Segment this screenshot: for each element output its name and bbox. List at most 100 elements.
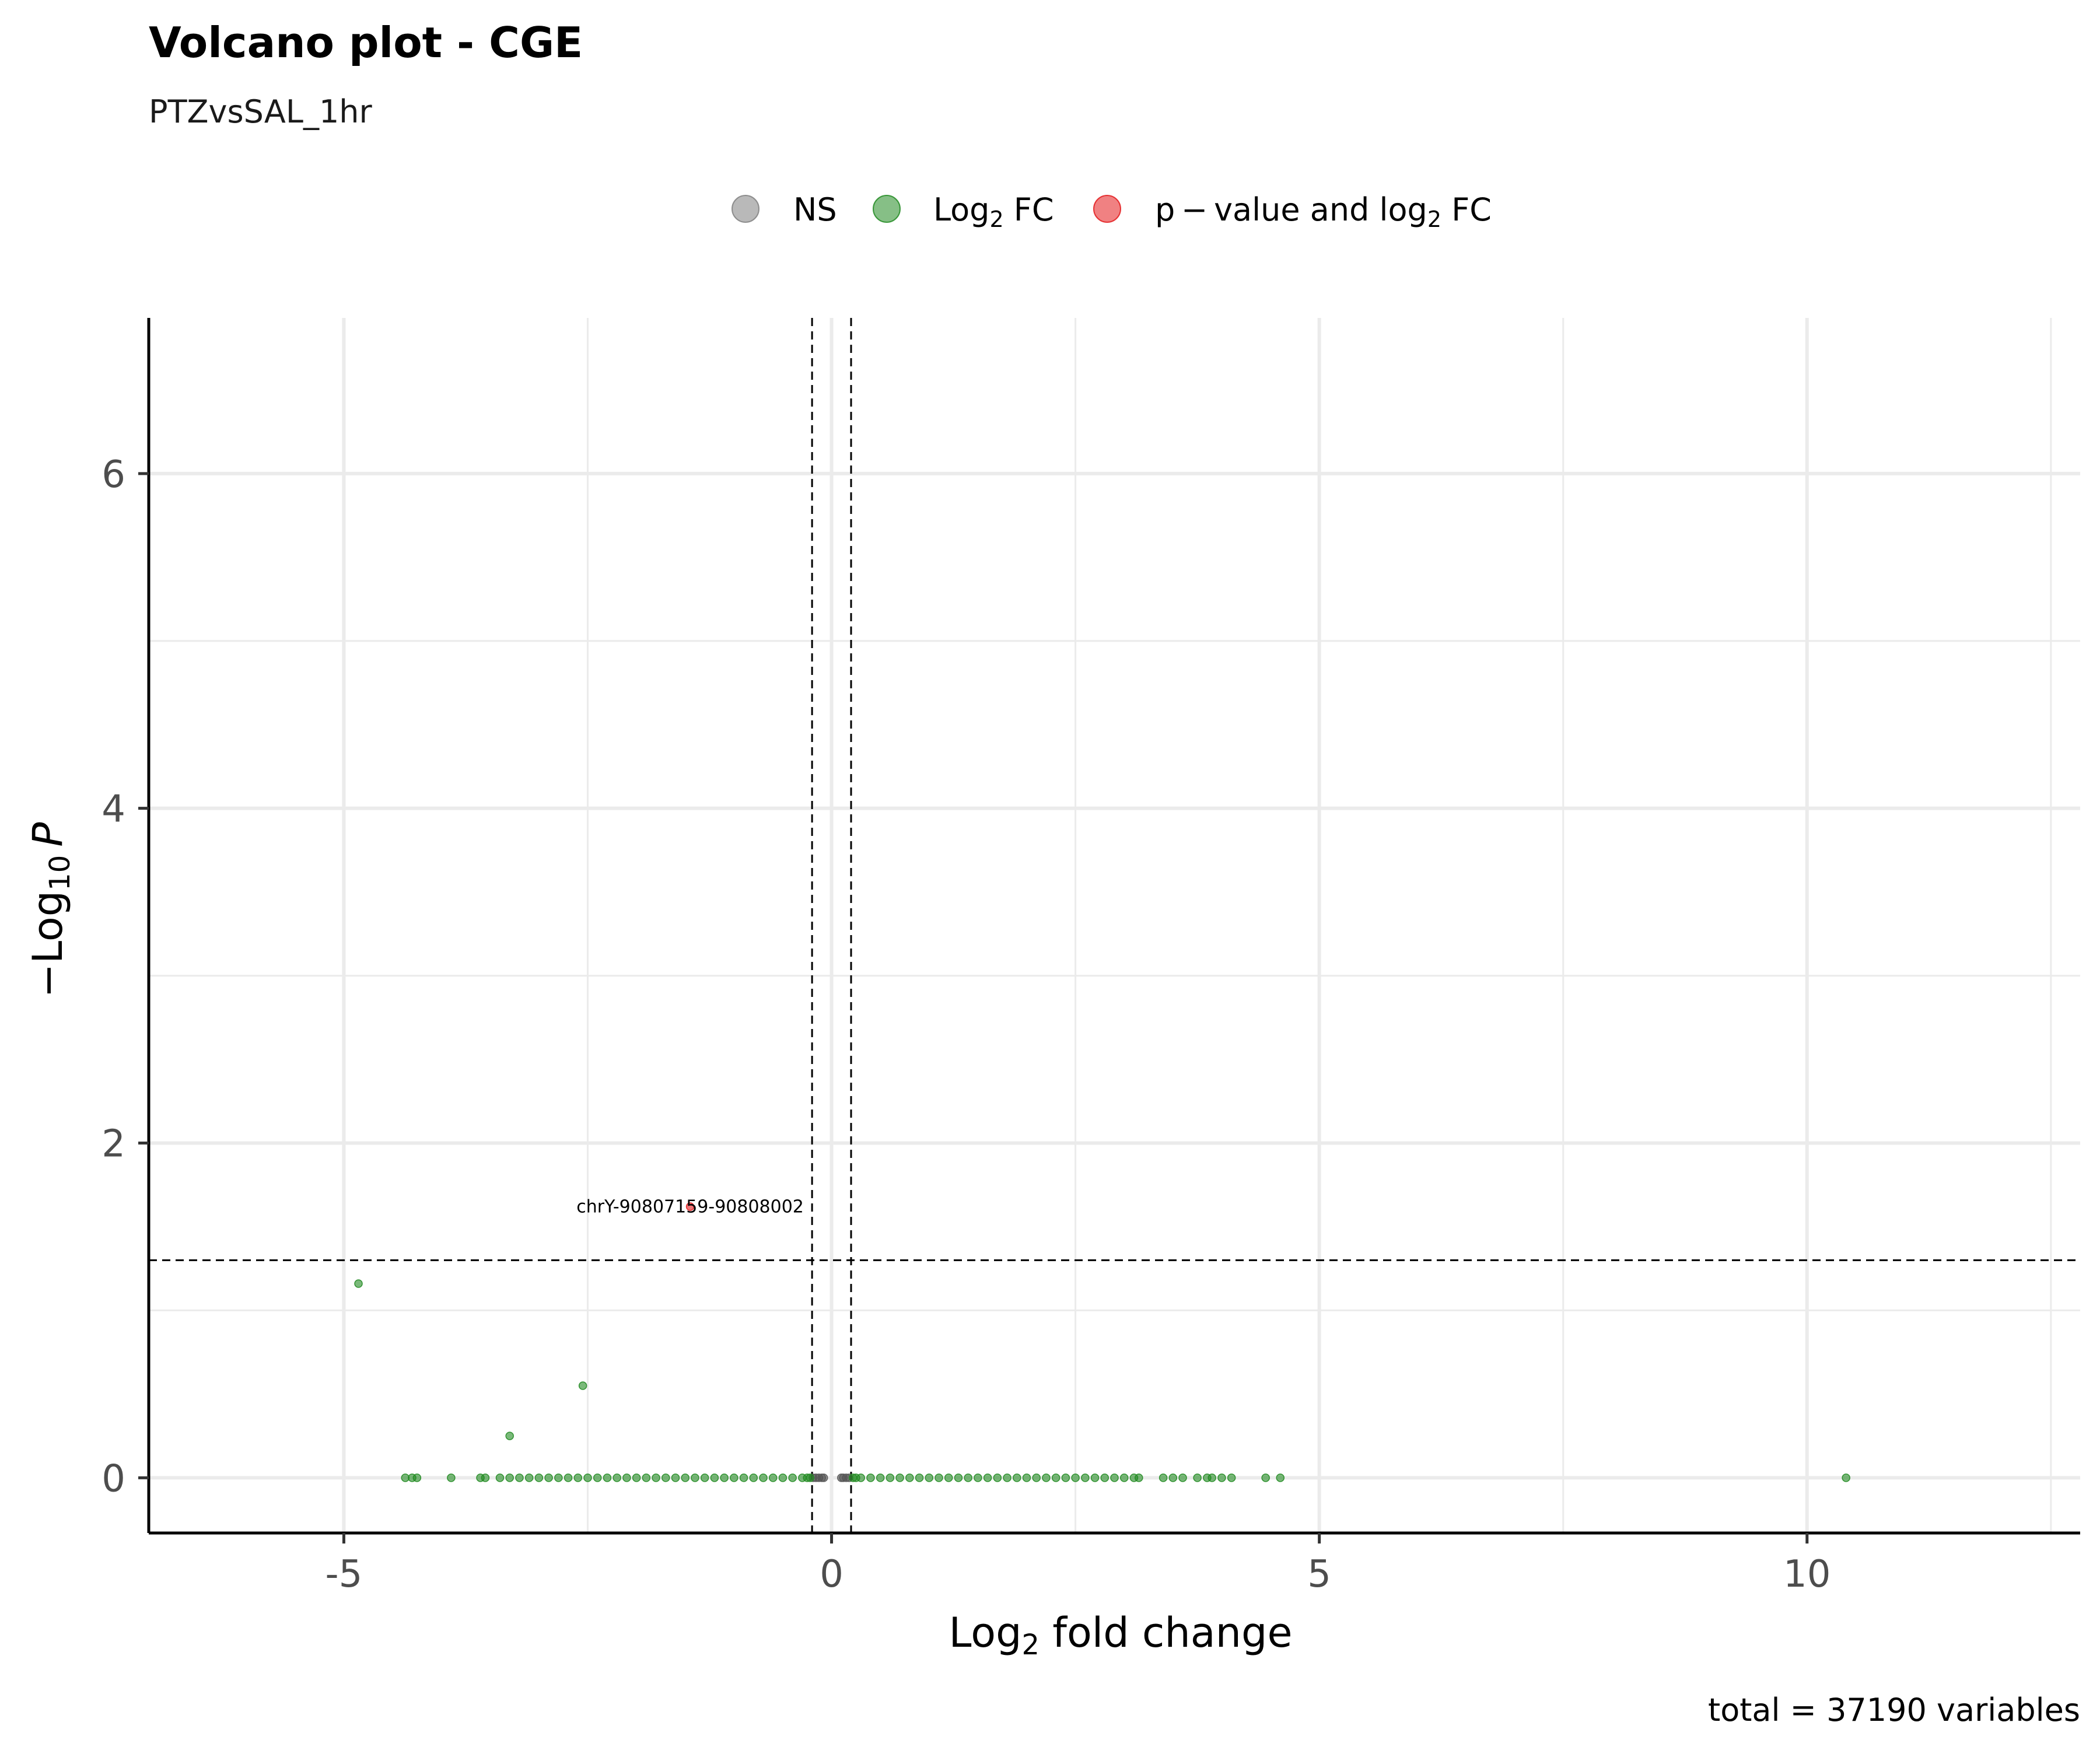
data-point bbox=[681, 1474, 690, 1482]
data-point bbox=[1071, 1474, 1080, 1482]
data-point bbox=[876, 1474, 885, 1482]
data-point bbox=[603, 1474, 612, 1482]
data-point bbox=[612, 1474, 621, 1482]
data-point bbox=[915, 1474, 924, 1482]
data-point bbox=[778, 1474, 788, 1482]
data-point bbox=[730, 1474, 738, 1482]
data-point bbox=[578, 1381, 587, 1390]
data-point bbox=[993, 1474, 1002, 1482]
chart-subtitle: PTZvsSAL_1hr bbox=[149, 93, 373, 130]
data-point bbox=[1051, 1474, 1060, 1482]
data-point bbox=[700, 1474, 709, 1482]
caption: total = 37190 variables bbox=[1708, 1692, 2080, 1728]
data-point bbox=[1193, 1474, 1202, 1482]
data-point bbox=[573, 1474, 583, 1482]
x-tick-label: -5 bbox=[326, 1553, 363, 1596]
data-point bbox=[412, 1474, 422, 1482]
data-point bbox=[1032, 1474, 1041, 1482]
data-point bbox=[974, 1474, 982, 1482]
data-point bbox=[983, 1474, 992, 1482]
legend-key-ns bbox=[732, 195, 760, 223]
legend-key-both bbox=[1093, 195, 1121, 223]
data-point bbox=[1061, 1474, 1070, 1482]
data-point bbox=[905, 1474, 914, 1482]
data-point bbox=[1217, 1474, 1226, 1482]
data-point bbox=[524, 1474, 534, 1482]
legend-key-fc bbox=[873, 195, 901, 223]
data-point bbox=[1003, 1474, 1012, 1482]
data-point bbox=[632, 1474, 641, 1482]
data-point bbox=[642, 1474, 651, 1482]
data-point bbox=[1168, 1474, 1178, 1482]
data-point bbox=[481, 1474, 490, 1482]
data-point bbox=[685, 1202, 695, 1211]
data-point bbox=[1110, 1474, 1119, 1482]
data-point bbox=[1013, 1474, 1021, 1482]
legend-label-both: p − value and log2 FC bbox=[1155, 191, 1492, 232]
data-point bbox=[1090, 1474, 1100, 1482]
y-tick-label: 6 bbox=[102, 453, 125, 496]
legend: NS Log2 FC p − value and log2 FC bbox=[732, 191, 1492, 232]
axes: -5 0 5 10 0 2 4 6 bbox=[102, 318, 2080, 1596]
data-point bbox=[866, 1474, 875, 1482]
data-point bbox=[925, 1474, 934, 1482]
x-axis-title: Log2 fold change bbox=[949, 1609, 1292, 1661]
legend-label-ns: NS bbox=[793, 191, 837, 228]
chart-title: Volcano plot - CGE bbox=[149, 18, 583, 67]
data-point bbox=[495, 1474, 505, 1482]
x-tick-label: 0 bbox=[820, 1553, 844, 1596]
data-point bbox=[447, 1474, 456, 1482]
data-point bbox=[622, 1474, 631, 1482]
data-point bbox=[1842, 1474, 1850, 1482]
data-point bbox=[544, 1474, 553, 1482]
data-point bbox=[583, 1474, 592, 1482]
y-tick-label: 2 bbox=[102, 1122, 125, 1166]
data-point bbox=[749, 1474, 758, 1482]
data-point bbox=[1261, 1474, 1270, 1482]
x-tick-label: 5 bbox=[1307, 1553, 1331, 1596]
legend-label-fc: Log2 FC bbox=[933, 191, 1054, 232]
data-point bbox=[895, 1474, 904, 1482]
cutoff-lines bbox=[149, 318, 2080, 1533]
data-point bbox=[768, 1474, 778, 1482]
data-point bbox=[1178, 1474, 1187, 1482]
data-point bbox=[1119, 1474, 1129, 1482]
data-point bbox=[1135, 1474, 1143, 1482]
annotations: chrY-90807159-90808002 bbox=[576, 1197, 804, 1217]
data-point bbox=[806, 1474, 815, 1482]
y-tick-label: 4 bbox=[102, 788, 125, 831]
grid bbox=[149, 318, 2080, 1533]
data-point bbox=[720, 1474, 729, 1482]
data-point bbox=[788, 1474, 797, 1482]
data-point bbox=[710, 1474, 719, 1482]
data-point bbox=[1227, 1474, 1236, 1482]
data-point bbox=[671, 1474, 680, 1482]
data-point bbox=[505, 1474, 514, 1482]
data-point bbox=[1276, 1474, 1285, 1482]
x-tick-label: 10 bbox=[1783, 1553, 1831, 1596]
data-point bbox=[691, 1474, 699, 1482]
data-point bbox=[954, 1474, 963, 1482]
data-point bbox=[1208, 1474, 1216, 1482]
data-point bbox=[593, 1474, 602, 1482]
data-point bbox=[515, 1474, 524, 1482]
data-point bbox=[662, 1474, 670, 1482]
point-annotation-label: chrY-90807159-90808002 bbox=[576, 1197, 804, 1217]
data-point bbox=[505, 1432, 514, 1440]
data-point bbox=[554, 1474, 563, 1482]
y-axis-title: −Log10P bbox=[24, 822, 76, 998]
data-point bbox=[354, 1279, 363, 1288]
data-points bbox=[354, 1202, 1850, 1482]
data-point bbox=[935, 1474, 943, 1482]
data-point bbox=[1158, 1474, 1168, 1482]
data-point bbox=[652, 1474, 660, 1482]
data-point bbox=[1081, 1474, 1090, 1482]
data-point bbox=[1100, 1474, 1110, 1482]
data-point bbox=[564, 1474, 573, 1482]
data-point bbox=[759, 1474, 768, 1482]
data-point bbox=[739, 1474, 748, 1482]
data-point bbox=[886, 1474, 895, 1482]
data-point bbox=[1022, 1474, 1031, 1482]
